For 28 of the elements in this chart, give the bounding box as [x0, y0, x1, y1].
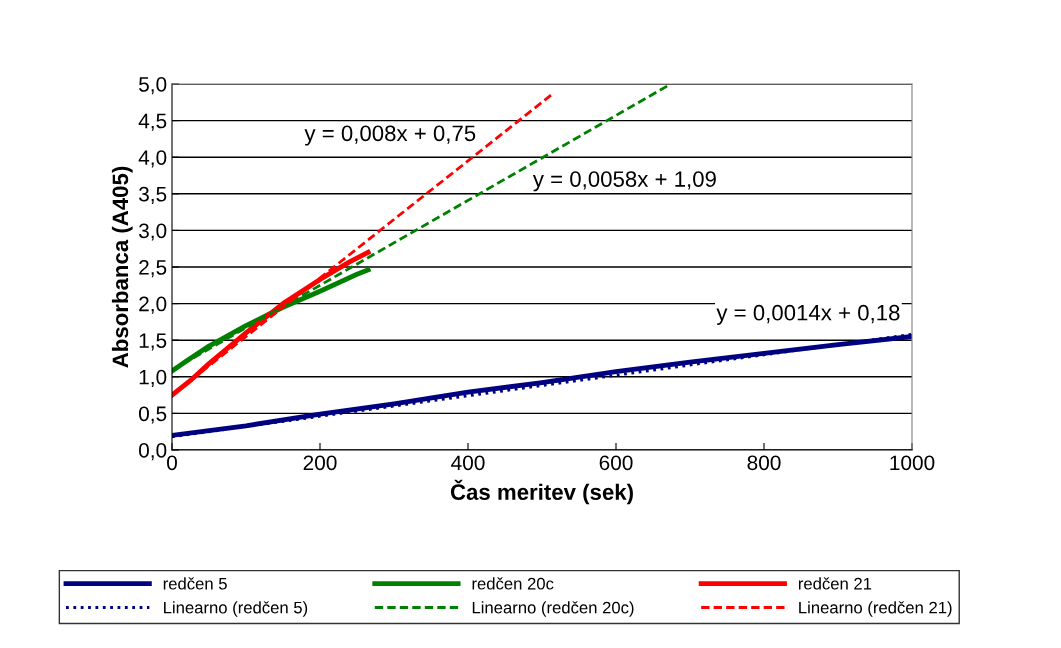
- legend-label: redčen 5: [163, 577, 227, 590]
- legend-label: redčen 21: [798, 577, 872, 590]
- y-tick-label: 4,0: [138, 150, 167, 168]
- x-tick-label: 0: [167, 455, 177, 471]
- legend-label: Linearno (redčen 20c): [472, 601, 634, 617]
- y-tick-label: 2,5: [139, 260, 167, 278]
- y-tick-label: 0,0: [138, 443, 167, 461]
- x-tick-label: 200: [303, 455, 337, 471]
- annotation: y = 0,008x + 0,75: [304, 125, 476, 146]
- y-tick-label: 1,0: [139, 369, 167, 388]
- annotation: y = 0,0058x + 1,09: [532, 171, 716, 192]
- x-tick-label: 600: [599, 455, 633, 471]
- annotation: y = 0,0014x + 0,18: [716, 304, 900, 325]
- y-tick-label: 4,5: [138, 113, 167, 131]
- y-tick-label: 3,5: [138, 186, 167, 205]
- y-tick-label: 0,5: [138, 406, 167, 424]
- x-tick-label: 800: [747, 455, 781, 471]
- x-tick-label: 1000: [890, 455, 935, 471]
- legend-label: Linearno (redčen 5): [164, 601, 308, 617]
- legend-label: redčen 20c: [472, 577, 554, 590]
- y-tick-label: 1,5: [139, 333, 167, 351]
- x-tick-label: 400: [451, 455, 485, 471]
- legend-label: Linearno (redčen 21): [799, 601, 952, 617]
- y-axis-title: Absorbanca (A405): [111, 166, 133, 368]
- x-axis-title: Čas meritev (sek): [450, 479, 633, 505]
- y-tick-label: 3,0: [138, 223, 167, 241]
- y-tick-label: 2,0: [139, 296, 167, 314]
- y-tick-label: 5,0: [139, 77, 167, 95]
